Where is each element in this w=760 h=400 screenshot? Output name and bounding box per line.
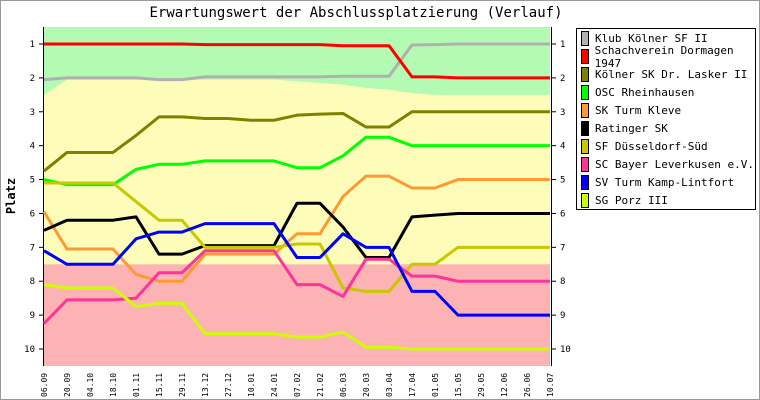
series-line-sk-turm-kleve <box>42 174 550 283</box>
legend-item: Ratinger SK <box>581 120 755 137</box>
legend-label: SV Turm Kamp-Lintfort <box>595 176 735 189</box>
series-line-osc-rheinhausen <box>43 135 550 187</box>
y-tick-label-left: 3 <box>30 108 35 118</box>
legend-label: SG Porz III <box>595 194 668 207</box>
legend-swatch <box>581 139 589 154</box>
x-tick-label: 07.02 <box>293 373 302 397</box>
legend-swatch <box>581 175 589 190</box>
y-tick-label-left: 2 <box>30 74 35 84</box>
x-tick-label: 10.07 <box>546 373 555 397</box>
legend-swatch <box>581 49 589 64</box>
x-tick-label: 24.01 <box>270 373 279 397</box>
legend-item: OSC Rheinhausen <box>581 84 755 101</box>
series-line-schachverein-dormagen-1947 <box>44 42 550 80</box>
x-tick-label: 01.11 <box>132 373 141 397</box>
series-line-klub-k-lner-sf-ii <box>43 42 550 82</box>
series-line-k-lner-sk-dr-lasker-ii <box>43 110 550 173</box>
legend-swatch <box>581 193 589 208</box>
x-tick-label: 21.02 <box>316 373 325 397</box>
y-tick-label-left: 8 <box>30 277 35 287</box>
x-tick-label: 26.06 <box>523 373 532 397</box>
legend-item: Klub Kölner SF II <box>581 30 755 47</box>
series-line-sf-d-sseldorf-s-d <box>44 181 550 293</box>
legend-label: SK Turm Kleve <box>595 104 682 117</box>
y-tick-label-left: 10 <box>24 345 35 355</box>
x-tick-label: 10.01 <box>247 373 256 397</box>
y-tick-label-right: 2 <box>560 74 565 84</box>
legend-swatch <box>581 103 589 118</box>
legend-item: Schachverein Dormagen 1947 <box>581 44 755 70</box>
legend-label: OSC Rheinhausen <box>595 86 695 99</box>
series-line-sv-turm-kamp-lintfort <box>43 222 550 317</box>
y-tick-label-left: 6 <box>30 209 35 219</box>
y-tick-label-right: 3 <box>560 108 565 118</box>
legend-swatch <box>581 31 589 46</box>
y-tick-label-right: 7 <box>560 243 565 253</box>
y-tick-label-right: 10 <box>560 345 571 355</box>
x-tick-label: 03.04 <box>385 373 394 397</box>
x-tick-label: 20.03 <box>362 373 371 397</box>
x-tick-label: 13.12 <box>201 373 210 397</box>
y-tick-label-left: 1 <box>30 40 35 50</box>
y-tick-label-right: 9 <box>560 311 565 321</box>
x-tick-label: 15.05 <box>454 373 463 397</box>
y-tick-label-right: 5 <box>560 176 565 186</box>
x-tick-label: 29.11 <box>178 373 187 397</box>
legend-swatch <box>581 121 589 136</box>
y-tick-label-left: 4 <box>30 142 35 152</box>
series-line-ratinger-sk <box>43 201 550 259</box>
chart-title: Erwartungswert der Abschlussplatzierung … <box>149 5 563 21</box>
legend-item: SV Turm Kamp-Lintfort <box>581 174 755 191</box>
x-tick-label: 27.12 <box>224 373 233 397</box>
x-tick-label: 06.09 <box>40 373 49 397</box>
x-tick-label: 12.06 <box>500 373 509 397</box>
legend-label: Kölner SK Dr. Lasker II <box>595 68 748 81</box>
x-tick-label: 15.11 <box>155 373 164 397</box>
legend-label: Ratinger SK <box>595 122 668 135</box>
legend-swatch <box>581 67 589 82</box>
y-tick-label-right: 8 <box>560 277 565 287</box>
x-tick-label: 18.10 <box>109 373 118 397</box>
legend-item: SC Bayer Leverkusen e.V. <box>581 156 755 173</box>
x-tick-label: 20.09 <box>63 373 72 397</box>
x-tick-label: 17.04 <box>408 373 417 397</box>
x-tick-label: 01.05 <box>431 373 440 397</box>
legend-item: SK Turm Kleve <box>581 102 755 119</box>
legend-swatch <box>581 157 589 172</box>
legend-item: SF Düsseldorf-Süd <box>581 138 755 155</box>
legend-label: SF Düsseldorf-Süd <box>595 140 708 153</box>
x-tick-label: 06.03 <box>339 373 348 397</box>
y-tick-label-right: 6 <box>560 209 565 219</box>
legend-label: Klub Kölner SF II <box>595 32 708 45</box>
y-tick-label-left: 7 <box>30 243 35 253</box>
legend-item: SG Porz III <box>581 192 755 209</box>
legend-item: Kölner SK Dr. Lasker II <box>581 66 755 83</box>
y-tick-label-left: 9 <box>30 311 35 321</box>
legend-swatch <box>581 85 589 100</box>
legend: Klub Kölner SF II Schachverein Dormagen 1… <box>576 28 756 210</box>
series-line-sg-porz-iii <box>43 283 550 351</box>
legend-label: Schachverein Dormagen 1947 <box>594 43 734 70</box>
x-tick-label: 29.05 <box>477 373 486 397</box>
y-tick-label-left: 5 <box>30 176 35 186</box>
legend-label: SC Bayer Leverkusen e.V. <box>595 158 754 171</box>
x-tick-label: 04.10 <box>86 373 95 397</box>
y-tick-label-right: 1 <box>560 40 565 50</box>
y-tick-label-right: 4 <box>560 142 565 152</box>
